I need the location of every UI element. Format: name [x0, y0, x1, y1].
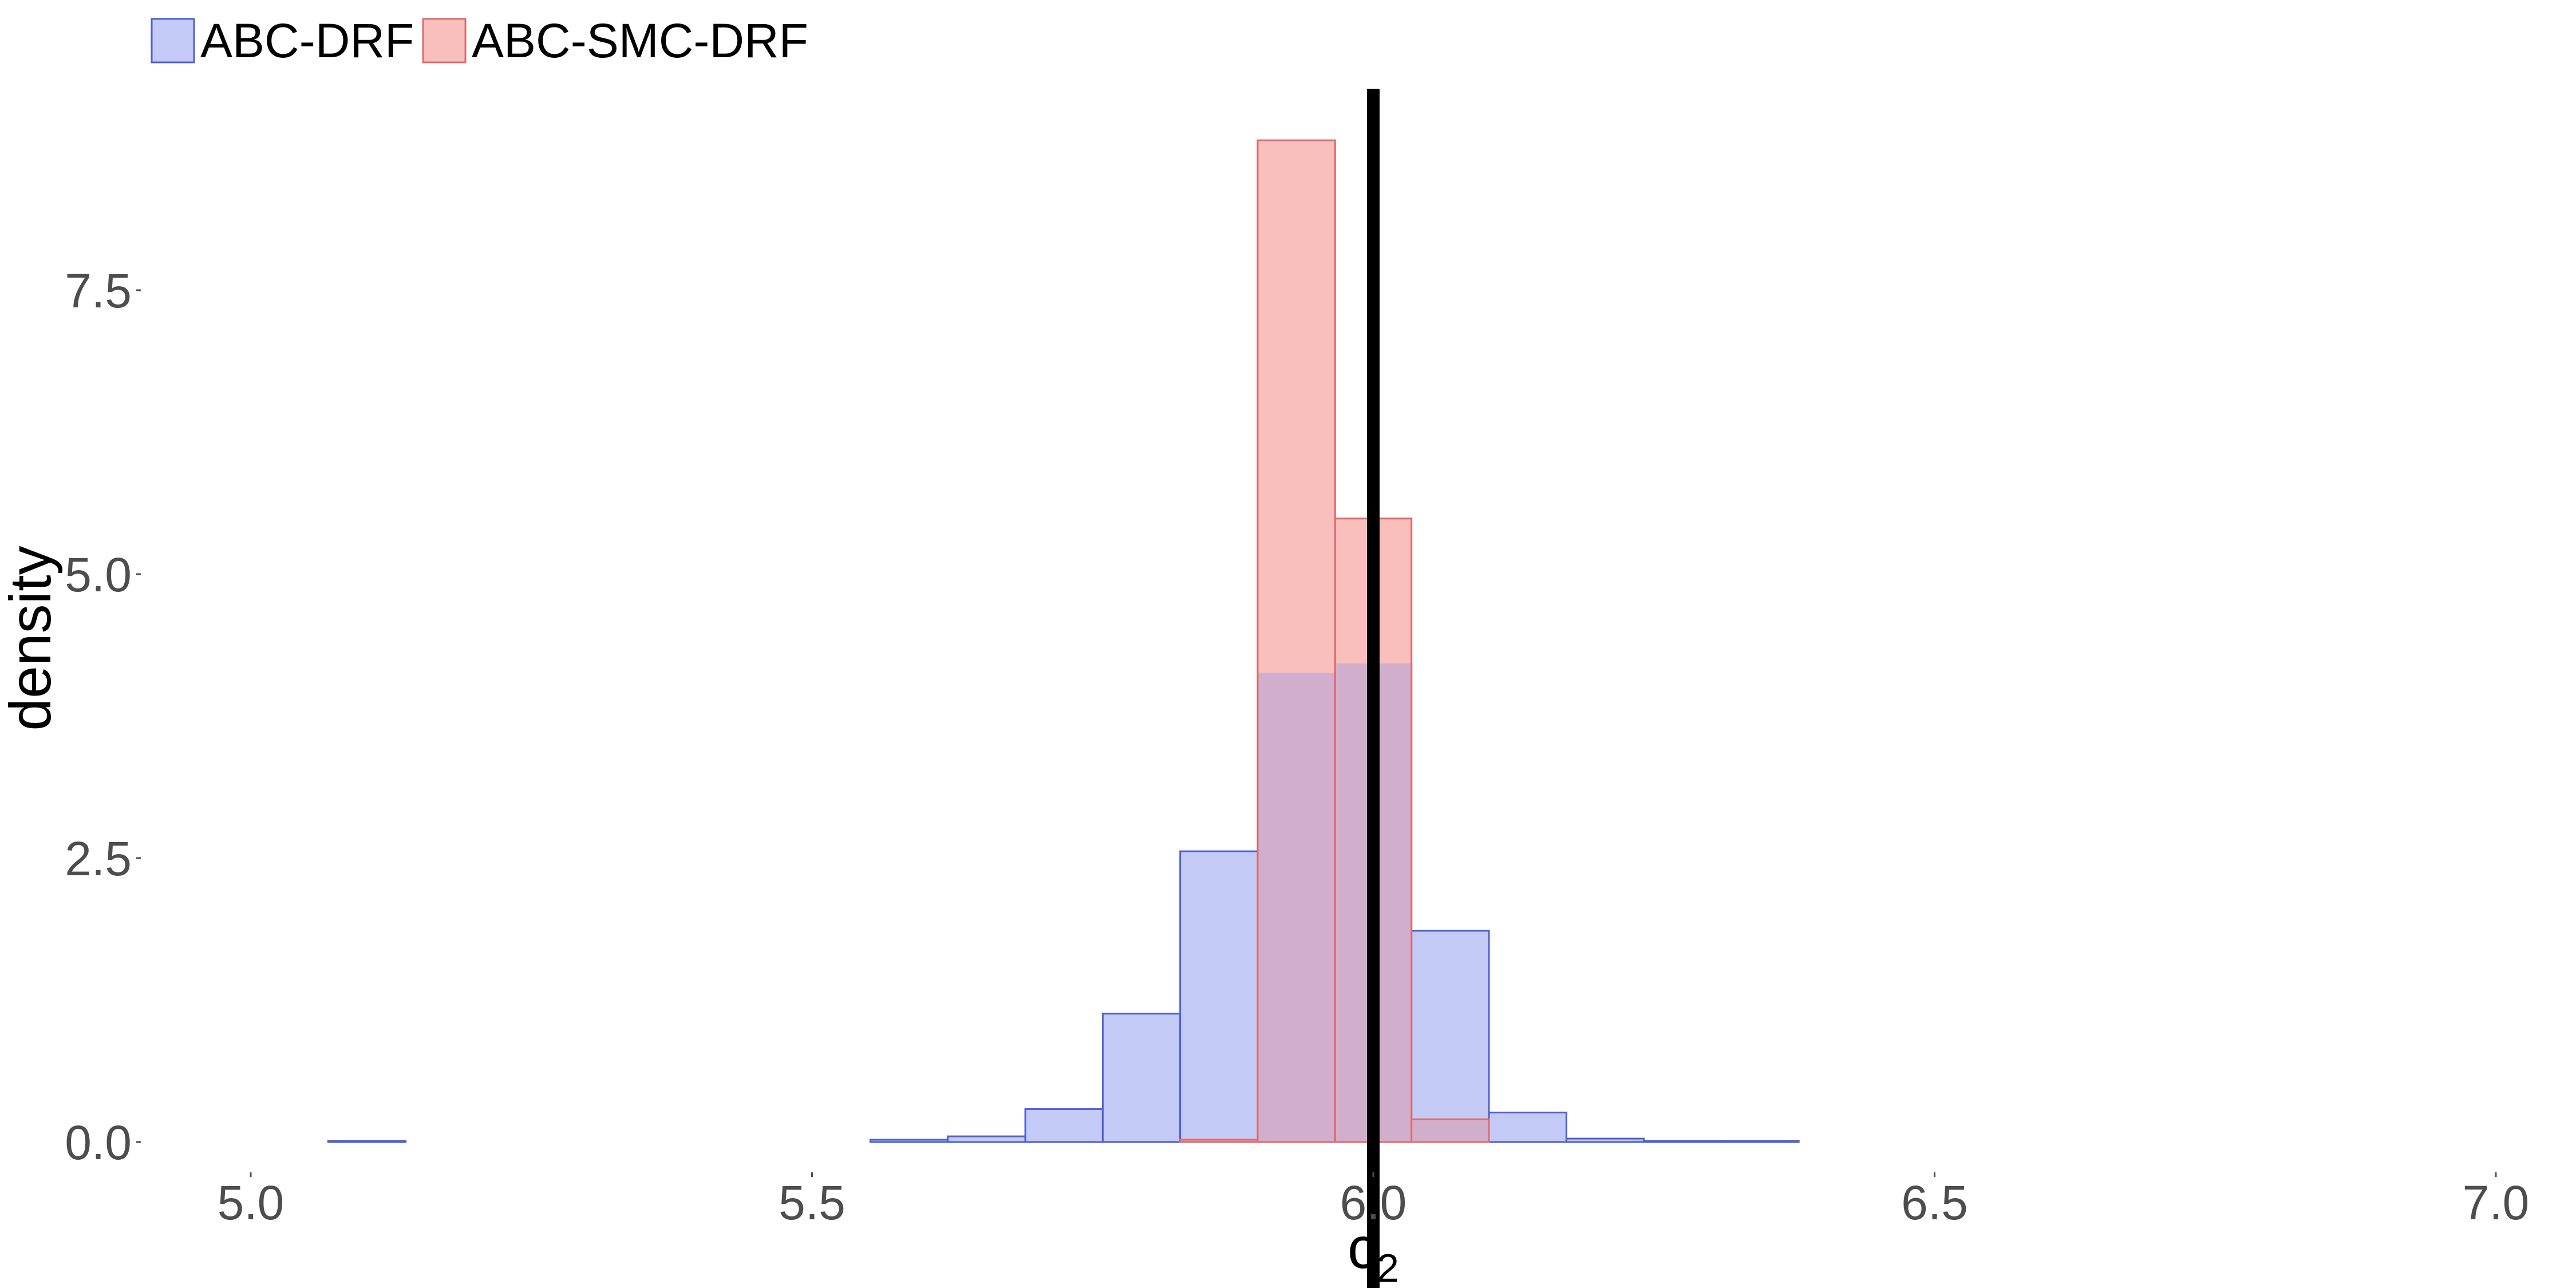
bar-abc-drf-18: [1643, 1140, 1722, 1143]
bar-abc-drf-10: [1024, 1108, 1104, 1143]
x-tick-label: 6.0: [1340, 1176, 1407, 1230]
legend: ABC-DRF ABC-SMC-DRF: [151, 14, 808, 68]
legend-swatch: [151, 18, 195, 64]
bar-abc-smc-drf-13: [1258, 140, 1336, 673]
y-tick-label: 7.5: [65, 264, 132, 318]
x-tick-label: 5.5: [779, 1176, 846, 1230]
bar-overlap-13: [1258, 673, 1336, 1142]
y-tick-label: 2.5: [65, 832, 132, 886]
x-axis: 5.0 5.5 6.0 6.5 7.0: [218, 1172, 2530, 1230]
bar-abc-drf-1: [327, 1140, 407, 1143]
legend-label: ABC-SMC-DRF: [472, 14, 808, 68]
histogram-bars: [327, 139, 1800, 1143]
x-tick-label: 5.0: [218, 1176, 285, 1230]
bar-outline-abc-smc-drf-15: [1411, 1118, 1490, 1143]
bar-abc-drf-8: [869, 1139, 949, 1143]
x-tick-label: 6.5: [1901, 1176, 1968, 1230]
bar-abc-drf-12: [1179, 850, 1259, 1143]
bar-overlap-12: [1180, 1140, 1258, 1142]
bar-abc-drf-16: [1488, 1111, 1567, 1143]
x-tick-label: 7.0: [2463, 1176, 2530, 1230]
bar-abc-drf-15: [1411, 930, 1490, 1143]
y-axis: 0.0 2.5 5.0 7.5: [65, 264, 141, 1170]
bar-abc-drf-19: [1720, 1140, 1800, 1143]
bar-abc-drf-17: [1565, 1137, 1645, 1143]
y-axis-title: density: [0, 546, 63, 730]
legend-label: ABC-DRF: [200, 14, 414, 68]
y-tick-label: 5.0: [65, 548, 132, 602]
legend-swatch: [422, 18, 467, 64]
bar-overlap-15: [1411, 1119, 1489, 1142]
x-axis-title: c2: [1348, 1215, 1399, 1288]
y-tick-label: 0.0: [65, 1116, 132, 1170]
legend-item-abc-smc-drf: ABC-SMC-DRF: [422, 14, 808, 68]
legend-item-abc-drf: ABC-DRF: [151, 14, 414, 68]
bar-abc-drf-11: [1101, 1013, 1182, 1143]
bar-abc-drf-9: [947, 1135, 1026, 1143]
